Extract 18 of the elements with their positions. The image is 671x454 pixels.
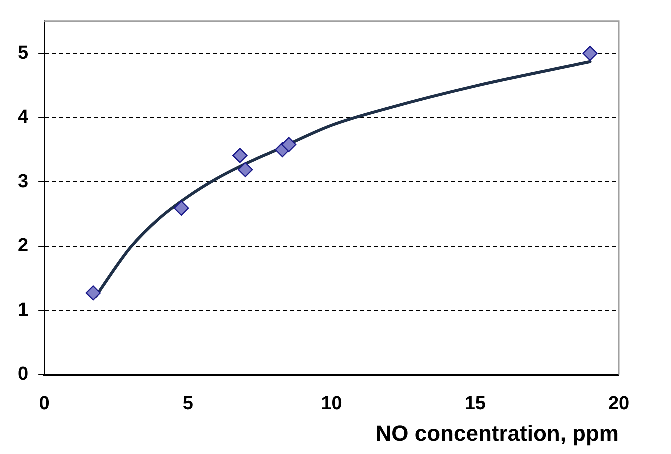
- point: [582, 46, 598, 62]
- y-tick-label: 0: [18, 364, 29, 386]
- x-axis-title: NO concentration, ppm: [376, 420, 619, 446]
- point: [232, 148, 248, 164]
- x-tick-label: 5: [182, 393, 194, 414]
- y-tick-label: 5: [18, 42, 29, 64]
- x-tick-label: 10: [321, 393, 342, 414]
- point: [238, 162, 254, 178]
- y-tick-label: 2: [18, 236, 29, 257]
- point: [281, 137, 297, 152]
- y-tick-label: 1: [18, 300, 29, 321]
- point: [86, 286, 101, 301]
- y-tick-label: 3: [18, 171, 29, 192]
- y-tick-label: 4: [18, 107, 29, 128]
- point: [174, 200, 190, 216]
- x-tick-label: 20: [608, 393, 630, 414]
- x-tick-label: 15: [464, 393, 486, 414]
- x-tick-label: 0: [39, 393, 50, 414]
